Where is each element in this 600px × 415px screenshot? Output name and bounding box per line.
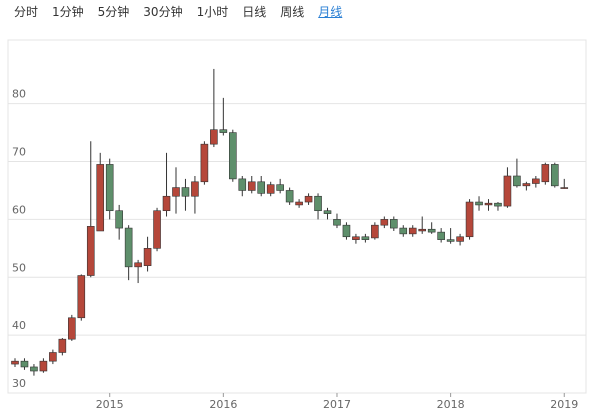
candle-body bbox=[276, 184, 284, 191]
candle-body bbox=[352, 236, 360, 240]
candle-body bbox=[427, 228, 436, 233]
candle-body bbox=[115, 210, 123, 229]
period-tab[interactable]: 1分钟 bbox=[52, 5, 84, 19]
candle-body bbox=[134, 262, 142, 268]
period-tab[interactable]: 分时 bbox=[14, 5, 39, 19]
candle-body bbox=[522, 183, 531, 187]
candle-body bbox=[475, 201, 483, 206]
y-tick-label: 50 bbox=[12, 261, 26, 274]
candle-body bbox=[532, 178, 540, 184]
candle-body bbox=[96, 164, 105, 232]
candle-body bbox=[484, 202, 493, 206]
candle-body bbox=[323, 210, 332, 214]
candle-body bbox=[200, 143, 209, 183]
y-tick-label: 80 bbox=[12, 88, 26, 101]
candle-body bbox=[342, 224, 351, 238]
period-tab[interactable]: 日线 bbox=[242, 5, 267, 19]
candle-body bbox=[550, 164, 559, 187]
candle-body bbox=[247, 181, 256, 191]
candle-body bbox=[494, 202, 502, 207]
candle-body bbox=[295, 201, 303, 206]
candle-body bbox=[314, 195, 322, 212]
y-tick-label: 30 bbox=[12, 377, 26, 390]
candle-body bbox=[238, 178, 247, 191]
x-tick-label: 2015 bbox=[96, 398, 124, 411]
candle-body bbox=[143, 248, 152, 266]
candle-body bbox=[333, 219, 341, 226]
x-tick-label: 2019 bbox=[550, 398, 578, 411]
candle-body bbox=[437, 231, 445, 240]
candle-body bbox=[210, 129, 218, 145]
candle-body bbox=[20, 360, 29, 368]
candle-body bbox=[86, 226, 95, 276]
candle-body bbox=[456, 236, 464, 242]
period-tab[interactable]: 周线 bbox=[280, 5, 305, 19]
candle-body bbox=[361, 236, 370, 240]
plot-frame bbox=[7, 39, 587, 394]
candle-body bbox=[399, 227, 408, 235]
period-tab[interactable]: 1小时 bbox=[196, 5, 229, 19]
candle-body bbox=[124, 227, 133, 268]
candle-body bbox=[11, 360, 19, 365]
candle-body bbox=[68, 317, 76, 340]
candle-body bbox=[446, 239, 455, 242]
candle-body bbox=[560, 187, 569, 189]
y-tick-label: 60 bbox=[12, 203, 26, 216]
x-tick-label: 2018 bbox=[437, 398, 465, 411]
candle-body bbox=[418, 228, 427, 232]
candle-body bbox=[257, 181, 266, 194]
candle-body bbox=[465, 201, 474, 238]
candle-body bbox=[153, 210, 161, 249]
candle-body bbox=[191, 181, 199, 197]
candle-body bbox=[172, 187, 180, 197]
candle-body bbox=[181, 187, 190, 197]
candle-body bbox=[39, 360, 48, 372]
candle-body bbox=[30, 366, 38, 372]
period-tabs: 分时 1分钟 5分钟 30分钟 1小时 日线 周线 月线 bbox=[0, 0, 600, 26]
candle-body bbox=[105, 164, 114, 212]
candle-body bbox=[371, 224, 379, 239]
y-tick-label: 70 bbox=[12, 146, 26, 159]
candle-body bbox=[58, 338, 67, 353]
candle-body bbox=[49, 352, 57, 362]
candle-body bbox=[285, 190, 294, 203]
candle-body bbox=[229, 132, 237, 180]
candle-body bbox=[219, 129, 228, 133]
candle-body bbox=[541, 164, 550, 183]
candle-body bbox=[162, 195, 171, 212]
period-tab[interactable]: 30分钟 bbox=[143, 5, 183, 19]
candle-body bbox=[513, 175, 521, 187]
period-tab[interactable]: 月线 bbox=[318, 5, 343, 19]
candle-body bbox=[304, 195, 313, 203]
candle-body bbox=[380, 219, 389, 226]
y-tick-label: 40 bbox=[12, 319, 26, 332]
candle-body bbox=[408, 227, 417, 235]
x-tick-label: 2016 bbox=[209, 398, 237, 411]
period-tab[interactable]: 5分钟 bbox=[97, 5, 130, 19]
candle-body bbox=[503, 175, 512, 207]
candle-body bbox=[77, 275, 86, 319]
candle-body bbox=[389, 219, 398, 229]
x-tick-label: 2017 bbox=[323, 398, 351, 411]
candle-body bbox=[266, 184, 275, 194]
